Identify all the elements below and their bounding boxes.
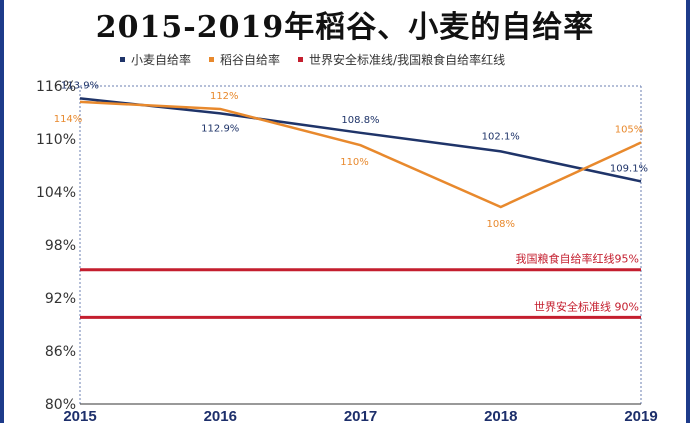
data-label-wheat: 108.8% xyxy=(341,115,379,126)
x-tick-label: 2015 xyxy=(63,408,96,423)
data-label-rice: 114% xyxy=(54,114,83,125)
legend-item-rice: 稻谷自给率 xyxy=(209,51,280,68)
legend-label-rice: 稻谷自给率 xyxy=(220,52,281,67)
data-label-wheat: 113.9% xyxy=(61,80,99,91)
data-label-wheat: 102.1% xyxy=(482,131,520,142)
x-tick-label: 2017 xyxy=(344,408,377,423)
legend-label-wheat: 小麦自给率 xyxy=(131,52,192,67)
y-tick-label: 98% xyxy=(45,238,76,254)
series-line-wheat xyxy=(79,97,642,183)
data-label-rice: 105% xyxy=(615,125,644,136)
y-tick-label: 104% xyxy=(36,185,76,201)
series-line-rice xyxy=(79,100,642,209)
data-label-rice: 112% xyxy=(210,91,239,102)
legend: 小麦自给率 稻谷自给率 世界安全标准线/我国粮食自给率红线 xyxy=(120,50,505,68)
x-tick-label: 2018 xyxy=(484,408,517,423)
legend-swatch-wheat xyxy=(120,56,125,62)
y-tick-label: 110% xyxy=(36,132,76,148)
reference-line-label: 世界安全标准线 90% xyxy=(534,299,639,313)
data-label-rice: 108% xyxy=(486,219,515,230)
legend-swatch-redline xyxy=(298,56,304,62)
y-tick-label: 116% xyxy=(36,79,76,95)
x-tick-label: 2019 xyxy=(624,408,657,423)
legend-item-redline: 世界安全标准线/我国粮食自给率红线 xyxy=(298,51,505,68)
chart-title: 2015-2019年稻谷、小麦的自给率 xyxy=(95,10,595,45)
legend-item-wheat: 小麦自给率 xyxy=(120,51,191,68)
y-tick-label: 86% xyxy=(45,344,76,360)
x-tick-label: 2016 xyxy=(204,408,237,423)
y-tick-label: 80% xyxy=(45,397,76,413)
data-label-wheat: 109.1% xyxy=(610,163,648,174)
legend-label-redline: 世界安全标准线/我国粮食自给率红线 xyxy=(309,52,506,67)
legend-swatch-rice xyxy=(209,56,215,62)
y-tick-label: 92% xyxy=(45,291,76,307)
reference-line-label: 我国粮食自给率红线95% xyxy=(516,252,639,266)
data-label-wheat: 112.9% xyxy=(201,123,239,134)
data-label-rice: 110% xyxy=(340,157,369,168)
